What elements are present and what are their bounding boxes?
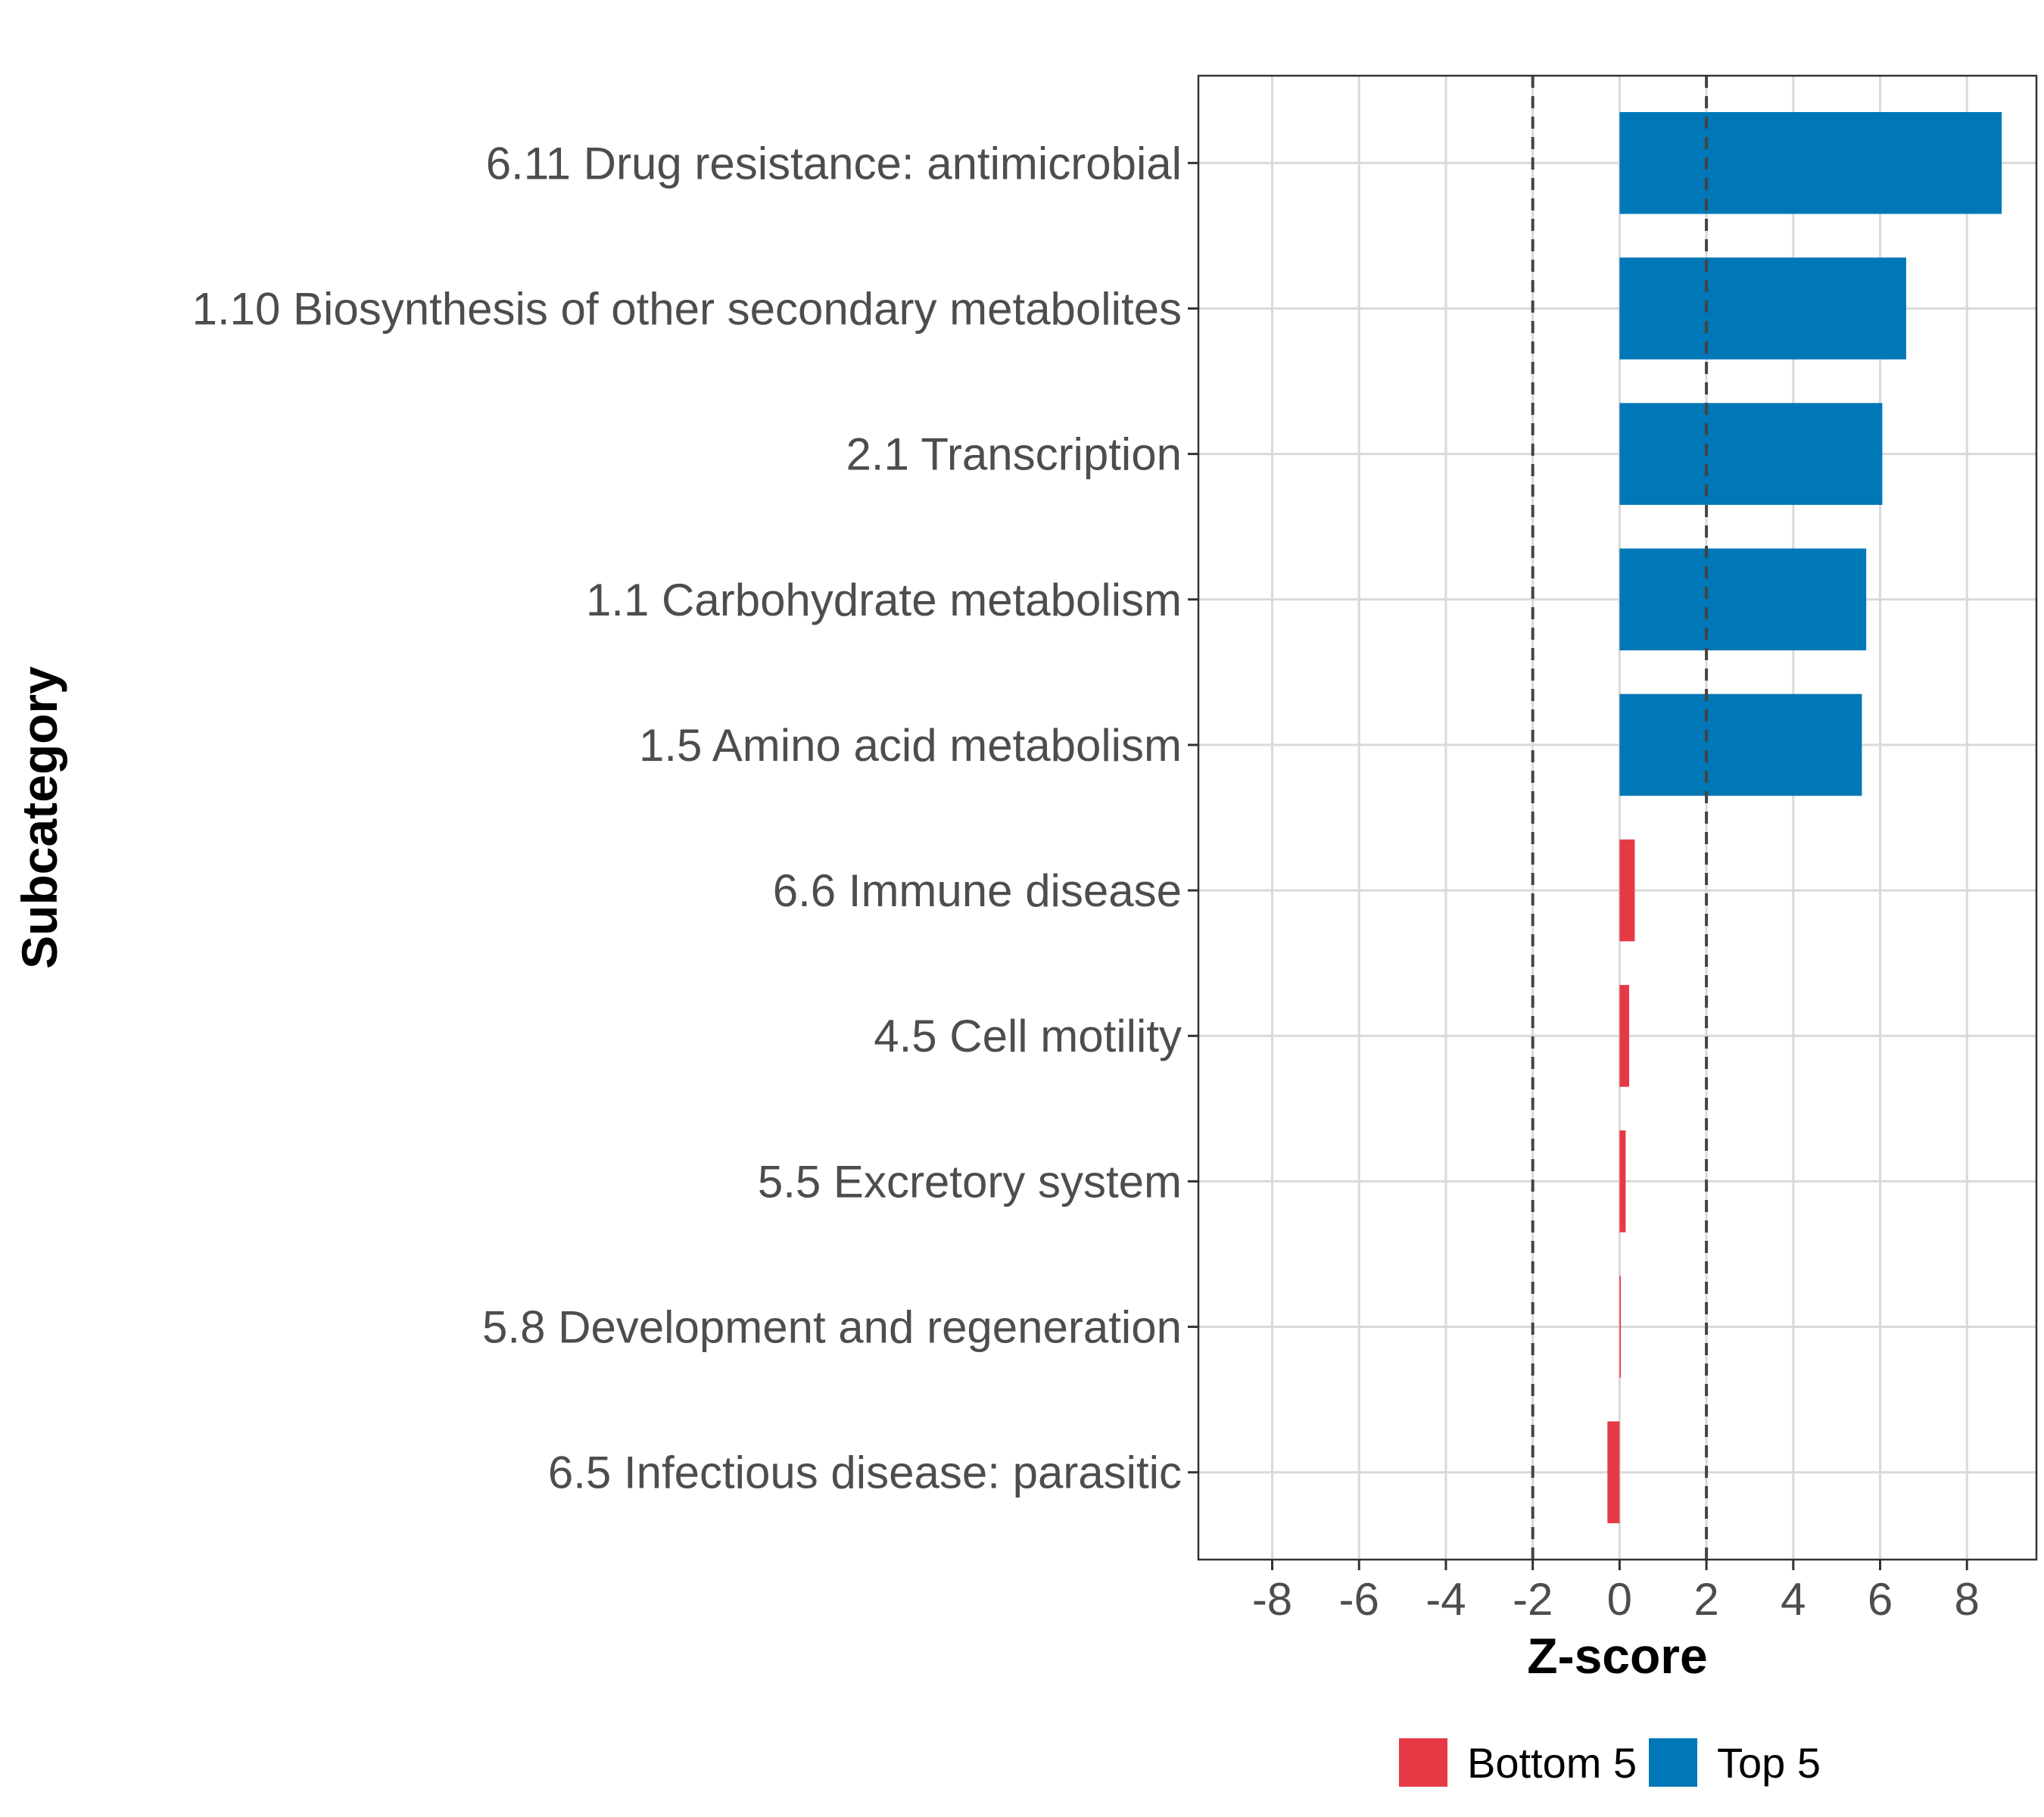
category-label: 1.10 Biosynthesis of other secondary met… [192,283,1182,334]
grid-layer [1198,76,2036,1560]
legend-key [1649,1738,1697,1787]
x-tick-label: 0 [1607,1574,1632,1625]
bar [1619,1276,1622,1378]
bar [1619,112,2002,214]
category-label: 5.5 Excretory system [758,1156,1182,1207]
bar-layer [1607,112,2002,1523]
x-axis-title: Z-score [1527,1628,1707,1684]
x-tick-label: -4 [1426,1574,1466,1625]
x-axis: -8 -6 -4 -2 0 2 4 6 8 [1252,1560,1980,1625]
refline-layer [1531,76,1709,1560]
x-tick-label: -6 [1339,1574,1379,1625]
category-label: 6.6 Immune disease [773,865,1182,916]
x-tick-label: 8 [1955,1574,1980,1625]
bar [1619,693,1862,796]
category-label: 2.1 Transcription [846,429,1182,480]
bar [1619,548,1867,651]
y-axis: 6.11 Drug resistance: antimicrobial 1.10 … [192,138,1198,1498]
category-label: 4.5 Cell motility [874,1011,1182,1061]
legend-label: Top 5 [1717,1739,1821,1787]
legend-key [1399,1738,1447,1787]
legend: Bottom 5 Top 5 [1399,1738,1821,1787]
bar [1619,257,1906,360]
bar [1607,1421,1620,1523]
category-label: 6.5 Infectious disease: parasitic [548,1448,1182,1498]
x-tick-label: -2 [1513,1574,1553,1625]
bar [1619,839,1635,942]
bar [1619,984,1629,1087]
x-tick-label: 2 [1693,1574,1718,1625]
bar [1619,1130,1626,1233]
category-label: 6.11 Drug resistance: antimicrobial [486,138,1182,189]
y-axis-title: Subcategory [11,666,67,969]
category-label: 5.8 Development and regeneration [482,1302,1182,1353]
category-label: 1.5 Amino acid metabolism [639,720,1182,771]
bar [1619,403,1883,505]
panel-border [1197,74,2038,1561]
legend-label: Bottom 5 [1467,1739,1637,1787]
x-tick-label: 4 [1781,1574,1806,1625]
x-tick-label: -8 [1252,1574,1292,1625]
category-label: 1.1 Carbohydrate metabolism [586,575,1182,625]
x-tick-label: 6 [1868,1574,1893,1625]
